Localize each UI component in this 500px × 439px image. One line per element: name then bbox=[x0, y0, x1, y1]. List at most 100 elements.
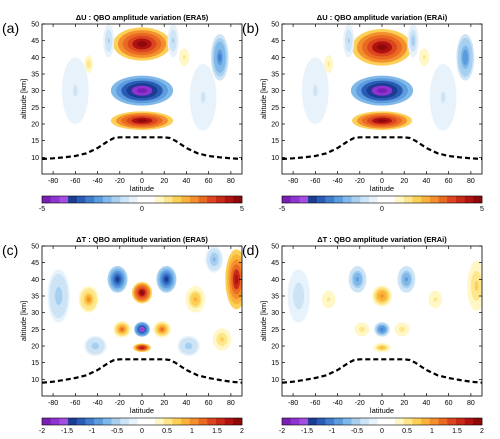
colorbar-segment bbox=[137, 418, 147, 425]
y-tick-label: 45 bbox=[31, 38, 39, 45]
y-tick-label: 15 bbox=[271, 138, 279, 145]
colorbar-segment bbox=[233, 418, 243, 425]
colorbar-segment bbox=[395, 418, 405, 425]
colorbar-segment bbox=[455, 418, 465, 425]
colorbar-segment bbox=[42, 418, 51, 425]
colorbar-tick-label: -1.5 bbox=[301, 428, 313, 434]
contour-blob bbox=[400, 327, 404, 331]
colorbar-tick-label: -2 bbox=[279, 428, 285, 434]
colorbar-segment bbox=[68, 418, 78, 425]
x-tick-label: 20 bbox=[400, 400, 408, 407]
y-tick-label: 40 bbox=[271, 277, 279, 284]
x-tick-label: -20 bbox=[355, 400, 365, 407]
colorbar-segment bbox=[207, 196, 217, 203]
colorbar-tick-label: -5 bbox=[279, 206, 285, 213]
y-tick-label: 50 bbox=[31, 22, 39, 29]
y-tick-label: 10 bbox=[31, 377, 39, 384]
y-axis-label: altitude [km] bbox=[259, 79, 268, 119]
y-tick-label: 20 bbox=[271, 122, 279, 129]
contour-blob bbox=[234, 274, 239, 285]
panel-label: (a) bbox=[2, 20, 19, 36]
colorbar-segment bbox=[342, 418, 352, 425]
colorbar-tick-label: -1.5 bbox=[61, 428, 73, 434]
colorbar-segment bbox=[290, 418, 300, 425]
x-tick-label: -20 bbox=[355, 178, 365, 185]
x-tick-label: 80 bbox=[227, 400, 235, 407]
x-tick-label: -80 bbox=[48, 178, 58, 185]
contour-field bbox=[282, 256, 482, 384]
contour-blob bbox=[172, 37, 175, 44]
panel-label: (d) bbox=[242, 242, 259, 258]
contour-blob bbox=[160, 327, 164, 331]
contour-blob bbox=[136, 119, 148, 123]
contour-field bbox=[42, 246, 242, 384]
x-tick-label: 20 bbox=[400, 178, 408, 185]
colorbar-segment bbox=[181, 418, 191, 425]
colorbar-segment bbox=[85, 196, 95, 203]
colorbar-segment bbox=[181, 196, 191, 203]
colorbar-segment bbox=[325, 196, 335, 203]
contour-blob bbox=[474, 281, 479, 291]
colorbar-segment bbox=[316, 418, 326, 425]
y-tick-label: 30 bbox=[271, 88, 279, 95]
contour-blob bbox=[107, 37, 110, 44]
colorbar-tick-label: -0.5 bbox=[111, 428, 123, 434]
y-tick-label: 45 bbox=[271, 260, 279, 267]
x-tick-label: 60 bbox=[205, 178, 213, 185]
contour-blob bbox=[347, 37, 350, 44]
colorbar-segment bbox=[403, 196, 413, 203]
colorbar-segment bbox=[85, 418, 95, 425]
contour-blob bbox=[93, 344, 98, 348]
contour-blob bbox=[140, 328, 144, 331]
x-tick-label: -60 bbox=[310, 400, 320, 407]
chart-panel: -80 -60 -40 -20 0 20 40 60 80101520253035404550l… bbox=[2, 235, 244, 435]
colorbar-segment bbox=[50, 196, 60, 203]
colorbar-frame bbox=[281, 417, 483, 426]
contour-blob bbox=[380, 346, 384, 349]
colorbar-segment bbox=[386, 418, 396, 425]
colorbar-segment bbox=[421, 418, 431, 425]
y-tick-label: 20 bbox=[31, 122, 39, 129]
contour-blob bbox=[87, 61, 90, 67]
plot-background bbox=[42, 246, 242, 396]
colorbar-segment bbox=[224, 196, 234, 203]
colorbar-segment bbox=[421, 196, 431, 203]
contour-blob bbox=[73, 85, 78, 97]
panel-label: (c) bbox=[2, 242, 18, 258]
contour-blob bbox=[422, 55, 426, 60]
tropopause-line bbox=[282, 136, 482, 161]
contour-blob bbox=[186, 344, 191, 348]
x-tick-label: 40 bbox=[423, 400, 431, 407]
colorbar-segment bbox=[59, 418, 69, 425]
contour-blob bbox=[164, 277, 169, 282]
colorbar-segment bbox=[189, 196, 199, 203]
x-axis-label: latitude bbox=[130, 406, 154, 415]
y-tick-label: 35 bbox=[271, 294, 279, 301]
colorbar-tick-label: 0.5 bbox=[162, 428, 172, 434]
x-tick-label: -80 bbox=[48, 400, 58, 407]
y-tick-label: 35 bbox=[31, 72, 39, 79]
x-axis-label: latitude bbox=[370, 184, 394, 193]
colorbar-tick-label: 2 bbox=[240, 428, 244, 434]
colorbar-segment bbox=[155, 418, 165, 425]
y-axis-label: altitude [km] bbox=[19, 301, 28, 341]
y-tick-label: 45 bbox=[31, 260, 39, 267]
contour-blob bbox=[137, 41, 147, 47]
colorbar-segment bbox=[50, 418, 60, 425]
colorbar-tick-label: 0 bbox=[140, 428, 144, 434]
y-tick-label: 15 bbox=[31, 360, 39, 367]
colorbar-segment bbox=[351, 418, 361, 425]
colorbar-segment bbox=[94, 418, 104, 425]
colorbar-tick-label: 0 bbox=[380, 206, 384, 213]
colorbar-segment bbox=[146, 418, 156, 425]
colorbar-segment bbox=[102, 196, 112, 203]
y-tick-label: 40 bbox=[271, 55, 279, 62]
colorbar-segment bbox=[146, 196, 156, 203]
contour-blob bbox=[200, 91, 206, 103]
y-tick-label: 20 bbox=[31, 344, 39, 351]
colorbar-tick-label: 0 bbox=[380, 428, 384, 434]
colorbar-segment bbox=[386, 196, 396, 203]
y-tick-label: 15 bbox=[31, 138, 39, 145]
contour-blob bbox=[377, 44, 387, 51]
